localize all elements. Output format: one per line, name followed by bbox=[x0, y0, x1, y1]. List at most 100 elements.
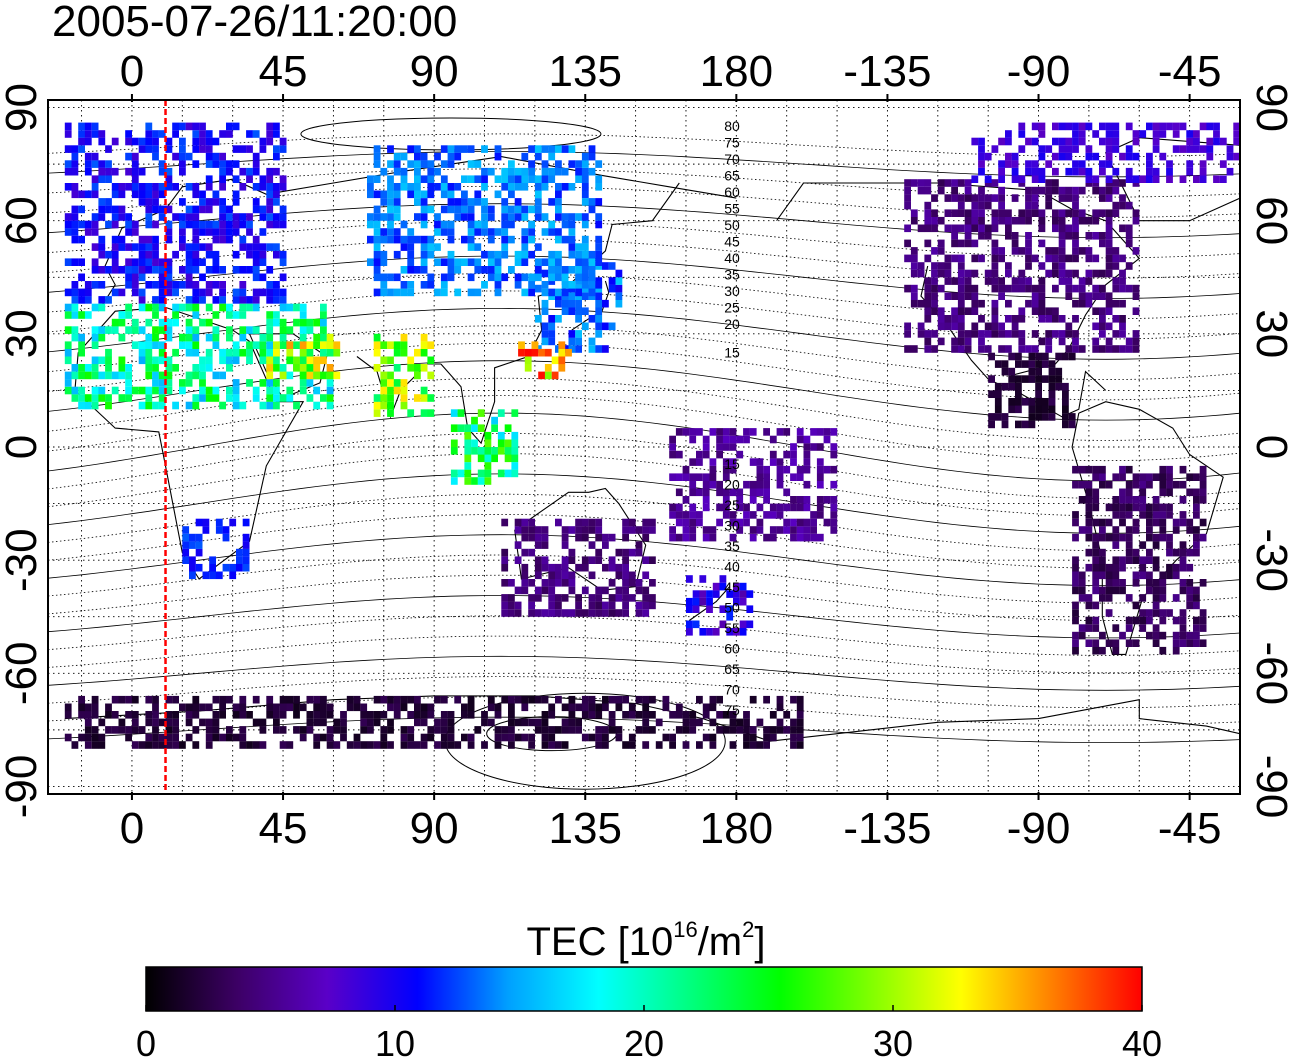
tec-pixel bbox=[1199, 145, 1207, 153]
tec-pixel bbox=[561, 726, 569, 734]
tec-pixel bbox=[1085, 594, 1093, 602]
tec-pixel bbox=[904, 194, 911, 202]
tec-pixel bbox=[420, 386, 428, 395]
contour-label-north: 45 bbox=[724, 234, 740, 250]
tec-pixel bbox=[158, 258, 166, 266]
tec-pixel bbox=[467, 695, 475, 704]
tec-pixel bbox=[487, 718, 495, 727]
tec-pixel bbox=[1132, 284, 1140, 293]
tec-pixel bbox=[736, 726, 744, 734]
tec-pixel bbox=[508, 579, 515, 587]
contour-label-north: 80 bbox=[724, 118, 740, 134]
tec-pixel bbox=[111, 258, 119, 266]
tec-pixel bbox=[226, 235, 233, 244]
tec-pixel bbox=[1146, 586, 1153, 595]
tec-pixel bbox=[595, 213, 603, 221]
tec-pixel bbox=[538, 348, 545, 357]
tec-pixel bbox=[232, 220, 240, 229]
tec-pixel bbox=[951, 337, 958, 346]
tec-pixel bbox=[1186, 160, 1194, 168]
tec-pixel bbox=[521, 733, 529, 742]
tec-pixel bbox=[373, 243, 381, 251]
tec-pixel bbox=[1132, 292, 1140, 300]
tec-pixel bbox=[387, 394, 394, 402]
tec-pixel bbox=[931, 194, 938, 202]
tec-pixel bbox=[125, 273, 132, 282]
tec-pixel bbox=[286, 326, 294, 334]
tec-pixel bbox=[561, 145, 569, 153]
tec-pixel bbox=[763, 428, 770, 436]
tec-pixel bbox=[1031, 307, 1039, 315]
tec-pixel bbox=[931, 307, 938, 315]
tec-pixel bbox=[729, 741, 737, 749]
tec-pixel bbox=[739, 597, 747, 606]
tec-pixel bbox=[608, 594, 616, 602]
tec-pixel bbox=[790, 733, 797, 742]
tec-pixel bbox=[978, 201, 985, 210]
tec-pixel bbox=[548, 198, 556, 206]
tec-pixel bbox=[205, 333, 213, 342]
bottom-longitude-label: -45 bbox=[1158, 804, 1222, 853]
tec-pixel bbox=[514, 250, 522, 259]
tec-pixel bbox=[521, 703, 529, 712]
tec-pixel bbox=[457, 469, 465, 478]
tec-pixel bbox=[816, 496, 824, 504]
tec-pixel bbox=[152, 130, 159, 138]
tec-pixel bbox=[326, 401, 334, 410]
tec-pixel bbox=[105, 711, 112, 719]
tec-pixel bbox=[581, 243, 589, 251]
tec-pixel bbox=[1078, 579, 1086, 587]
tec-pixel bbox=[393, 364, 401, 372]
tec-pixel bbox=[746, 605, 754, 613]
tec-pixel bbox=[414, 718, 421, 727]
tec-pixel bbox=[192, 235, 200, 244]
tec-pixel bbox=[1001, 367, 1009, 376]
tec-pixel bbox=[1146, 526, 1153, 534]
tec-pixel bbox=[615, 695, 623, 704]
tec-pixel bbox=[259, 243, 267, 251]
tec-pixel bbox=[71, 394, 79, 402]
tec-pixel bbox=[1132, 518, 1140, 527]
tec-pixel bbox=[608, 556, 616, 564]
tec-pixel bbox=[1072, 284, 1079, 293]
tec-pixel bbox=[313, 341, 321, 349]
left-latitude-label: 90 bbox=[0, 83, 46, 132]
tec-pixel bbox=[420, 235, 428, 244]
tec-pixel bbox=[548, 266, 556, 274]
tec-pixel bbox=[91, 364, 99, 372]
tec-pixel bbox=[1052, 315, 1059, 323]
tec-pixel bbox=[205, 145, 213, 153]
tec-pixel bbox=[393, 183, 401, 191]
tec-pixel bbox=[165, 205, 173, 214]
tec-pixel bbox=[501, 250, 509, 259]
tec-pixel bbox=[508, 594, 515, 602]
tec-pixel bbox=[1045, 194, 1053, 202]
tec-pixel bbox=[1206, 122, 1214, 131]
tec-pixel bbox=[205, 318, 213, 327]
tec-pixel bbox=[387, 235, 394, 244]
tec-pixel bbox=[474, 190, 482, 199]
tec-pixel bbox=[951, 277, 958, 285]
tec-pixel bbox=[205, 243, 213, 251]
tec-pixel bbox=[1035, 413, 1042, 421]
tec-pixel bbox=[1193, 601, 1200, 610]
tec-pixel bbox=[823, 496, 831, 504]
tec-pixel bbox=[1112, 201, 1120, 210]
tec-pixel bbox=[340, 711, 347, 719]
tec-pixel bbox=[252, 386, 260, 395]
tec-pixel bbox=[991, 145, 999, 153]
tec-pixel bbox=[239, 326, 247, 334]
tec-pixel bbox=[1193, 137, 1200, 146]
tec-pixel bbox=[514, 609, 522, 617]
tec-pixel bbox=[326, 341, 334, 349]
tec-pixel bbox=[414, 703, 421, 712]
tec-pixel bbox=[320, 733, 327, 742]
tec-pixel bbox=[1099, 646, 1106, 655]
tec-pixel bbox=[1132, 480, 1140, 489]
tec-pixel bbox=[588, 703, 596, 712]
tec-pixel bbox=[138, 386, 146, 395]
tec-pixel bbox=[273, 703, 280, 712]
tec-pixel bbox=[333, 348, 341, 357]
tec-pixel bbox=[548, 601, 556, 610]
tec-pixel bbox=[1112, 345, 1120, 353]
